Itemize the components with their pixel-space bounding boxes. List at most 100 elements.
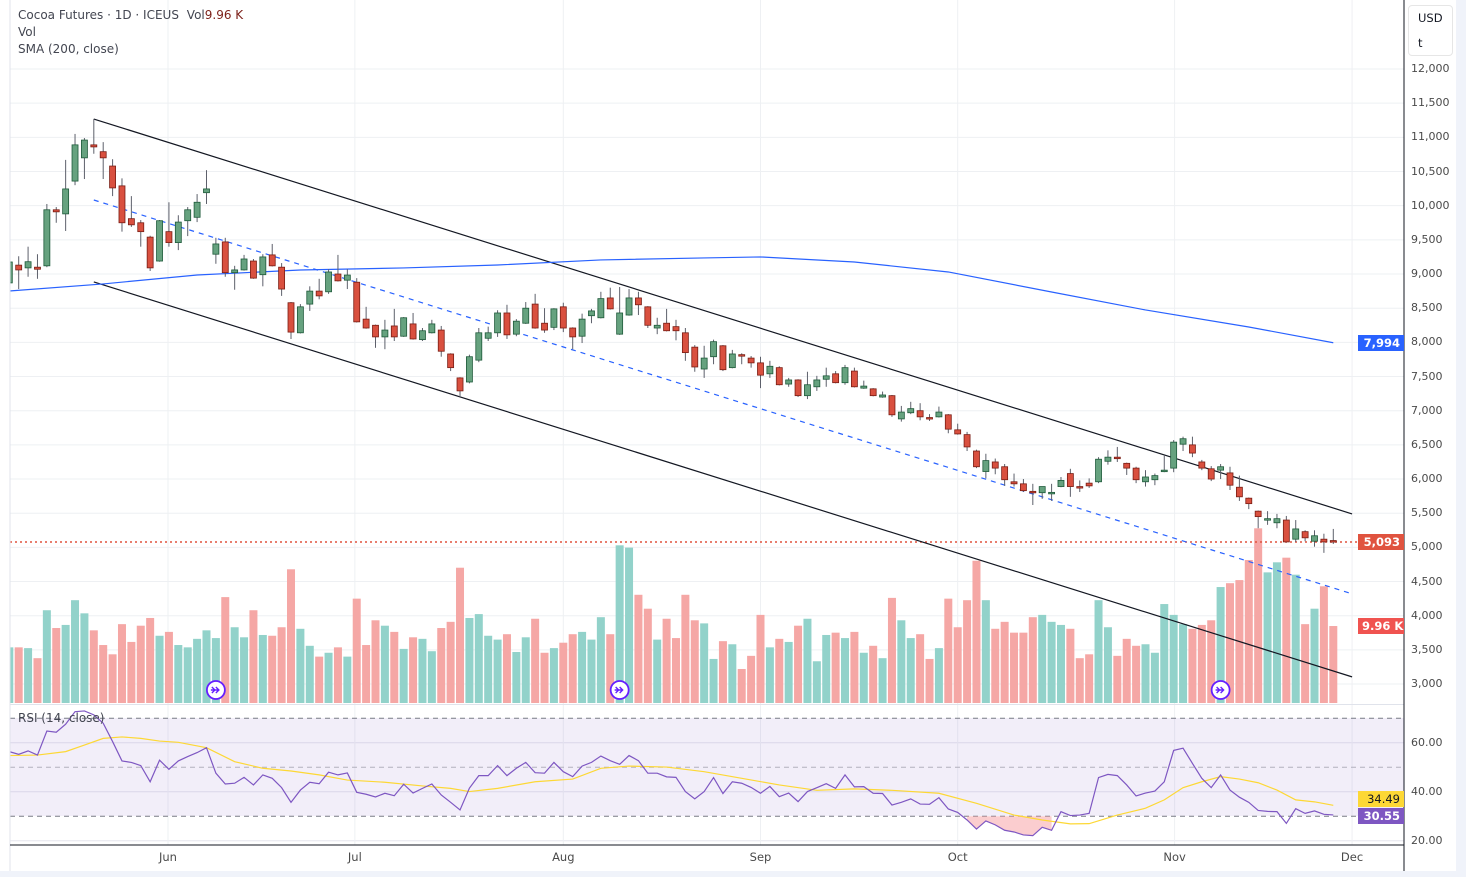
volume-bar [465,617,474,703]
candle-body [447,353,455,369]
candle [1010,473,1018,487]
candle [1038,486,1046,499]
candle [240,254,248,271]
volume-bar [399,648,408,703]
volume-bar [42,610,51,703]
candle [766,360,774,378]
volume-bar [474,614,483,703]
candle [775,366,783,386]
candle [156,220,163,262]
volume-bar [1244,559,1253,703]
candle [719,345,727,372]
volume-bar [521,637,530,703]
volume-bar [1141,644,1150,703]
candle-body [1292,528,1300,540]
volume-bar [1150,652,1159,703]
volume-bar [1263,572,1272,703]
legend-volume[interactable]: Vol [18,25,36,39]
candle [588,308,595,324]
candle [559,302,567,333]
candle-body [822,375,830,380]
candle [1254,510,1262,529]
volume-bars [5,528,1338,703]
candle [991,458,999,475]
volume-bar [1207,620,1216,703]
candle [52,207,60,223]
candle-body [1254,510,1262,518]
volume-bar [1038,614,1047,703]
volume-bar [756,614,765,703]
candle [43,203,51,268]
candle-body [353,281,361,323]
candle [34,254,41,279]
price-axis-label: 9,500 [1411,232,1443,246]
event-markers[interactable] [205,680,1231,700]
volume-bar [991,628,1000,703]
trendlines[interactable] [93,118,1353,678]
candle-body [1301,531,1309,539]
candle [390,308,398,341]
trendline-channel[interactable] [93,281,1353,678]
volume-bar [1197,624,1206,703]
volume-bar [737,668,746,703]
volume-bar [906,638,915,703]
candle [146,235,154,271]
candle [231,265,239,290]
volume-bar [812,661,821,703]
volume-bar [1319,586,1328,703]
rollover-marker-icon[interactable] [1210,680,1231,700]
candle [1066,468,1074,497]
volume-bar [221,597,230,703]
price-axis-label: 7,500 [1411,369,1443,383]
candle [71,133,79,186]
volume-bar [1000,621,1009,703]
candle [879,391,886,398]
volume-bar [596,617,605,703]
candle-body [212,243,220,255]
candle-body [681,332,689,354]
candle-body [437,329,445,352]
legend-rsi[interactable]: RSI (14, close) [18,711,105,725]
price-axis-label: 3,000 [1411,677,1443,691]
candle [916,403,924,421]
price-axis-label: 11,000 [1411,130,1450,144]
candle-body [118,185,126,224]
candle-body [888,395,896,416]
rsi-level-lines [10,717,1404,817]
volume-bar [305,645,314,703]
candle [174,215,182,251]
candle [287,302,295,339]
left-margin [0,0,10,871]
unit-label: t [1418,36,1423,50]
candle [644,306,652,329]
candle-body [250,260,257,279]
volume-bar [587,639,596,703]
time-axis-label: Nov [1163,850,1186,864]
candle-body [897,411,905,420]
candle [165,202,173,247]
candle-body [851,370,858,388]
candle-body [531,303,539,329]
candle-body [428,323,436,334]
candle-body [1179,438,1187,445]
volume-bar [89,630,98,703]
candle [1207,466,1215,482]
candle-body [137,222,145,233]
legend-symbol[interactable]: Cocoa Futures · 1D · ICEUS Vol9.96 K [18,7,243,24]
candle [1085,478,1093,488]
volume-bar [559,642,568,703]
rollover-marker-icon[interactable] [609,680,630,700]
symbol-title: Cocoa Futures · 1D · ICEUS [18,8,179,22]
candle-body [475,332,483,361]
volume-bar [52,628,61,703]
rollover-marker-icon[interactable] [205,680,226,700]
trendline-mid[interactable] [93,199,1353,595]
trendline-channel[interactable] [93,118,1353,515]
legend-sma[interactable]: SMA (200, close) [18,42,119,56]
candle [710,339,717,365]
currency-unit-selector[interactable]: USD t [1408,5,1453,56]
price-axis-label: 5,500 [1411,506,1443,520]
volume-bar [981,600,990,703]
price-axis-label: 7,000 [1411,403,1443,417]
